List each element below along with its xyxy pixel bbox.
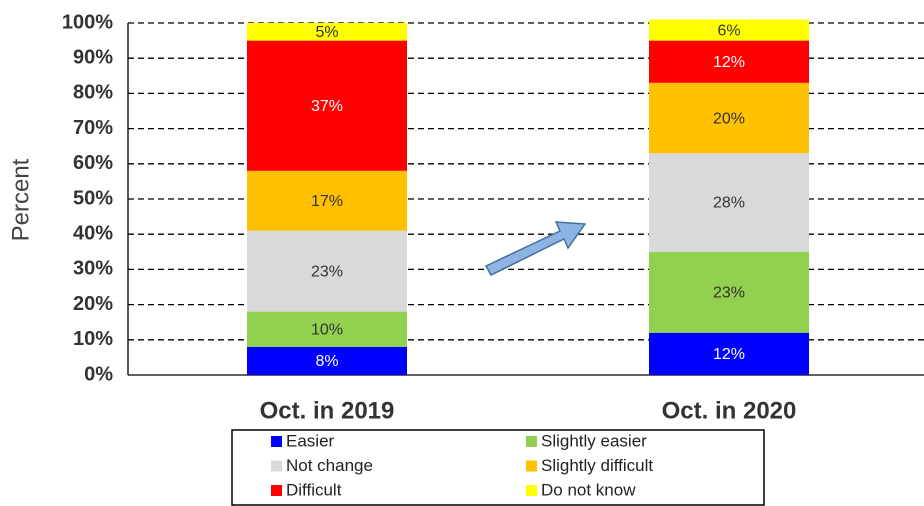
y-tick-label: 50% xyxy=(73,187,113,209)
value-label: 5% xyxy=(315,24,338,41)
value-label: 23% xyxy=(311,263,343,280)
legend-swatch xyxy=(271,485,282,496)
y-tick-label: 40% xyxy=(73,222,113,244)
x-tick-label: Oct. in 2020 xyxy=(662,397,797,424)
y-tick-label: 30% xyxy=(73,258,113,280)
bar-segment xyxy=(649,251,809,333)
y-axis-label: Percent xyxy=(7,158,34,241)
value-label: 12% xyxy=(713,54,745,71)
legend-label: Slightly easier xyxy=(541,431,647,450)
value-label: 28% xyxy=(713,195,745,212)
y-tick-label: 90% xyxy=(73,46,113,68)
bar-segment xyxy=(649,19,809,41)
legend-label: Difficult xyxy=(286,480,342,499)
y-tick-label: 70% xyxy=(73,117,113,139)
bar-segment xyxy=(247,23,407,41)
y-tick-label: 10% xyxy=(73,328,113,350)
bar-segment xyxy=(649,153,809,252)
bar-segment xyxy=(649,82,809,154)
bar-segment xyxy=(247,311,407,347)
value-label: 37% xyxy=(311,98,343,115)
bar-segment xyxy=(649,40,809,83)
y-tick-label: 60% xyxy=(73,152,113,174)
bar-segment xyxy=(247,170,407,231)
legend-swatch xyxy=(526,485,537,496)
bar-segment xyxy=(649,332,809,375)
value-label: 20% xyxy=(713,110,745,127)
y-tick-label: 80% xyxy=(73,82,113,104)
bar-segment xyxy=(247,40,407,171)
value-label: 10% xyxy=(311,321,343,338)
legend-box xyxy=(231,429,765,506)
legend-swatch xyxy=(526,436,537,447)
value-label: 12% xyxy=(713,346,745,363)
legend-label: Easier xyxy=(286,431,335,450)
y-tick-label: 100% xyxy=(62,11,113,33)
value-label: 23% xyxy=(713,284,745,301)
y-tick-label: 20% xyxy=(73,293,113,315)
value-label: 6% xyxy=(717,22,740,39)
x-tick-label: Oct. in 2019 xyxy=(260,397,395,424)
arrow xyxy=(484,221,587,276)
legend-label: Slightly difficult xyxy=(541,456,653,475)
bar-segment xyxy=(247,346,407,375)
legend-swatch xyxy=(271,460,282,472)
legend-label: Not change xyxy=(286,456,373,475)
legend-swatch xyxy=(526,460,537,472)
y-tick-label: 0% xyxy=(84,363,113,385)
bar-segment xyxy=(247,230,407,312)
value-label: 8% xyxy=(315,353,338,370)
legend-swatch xyxy=(271,436,282,447)
legend-label: Do not know xyxy=(541,480,636,499)
value-label: 17% xyxy=(311,193,343,210)
